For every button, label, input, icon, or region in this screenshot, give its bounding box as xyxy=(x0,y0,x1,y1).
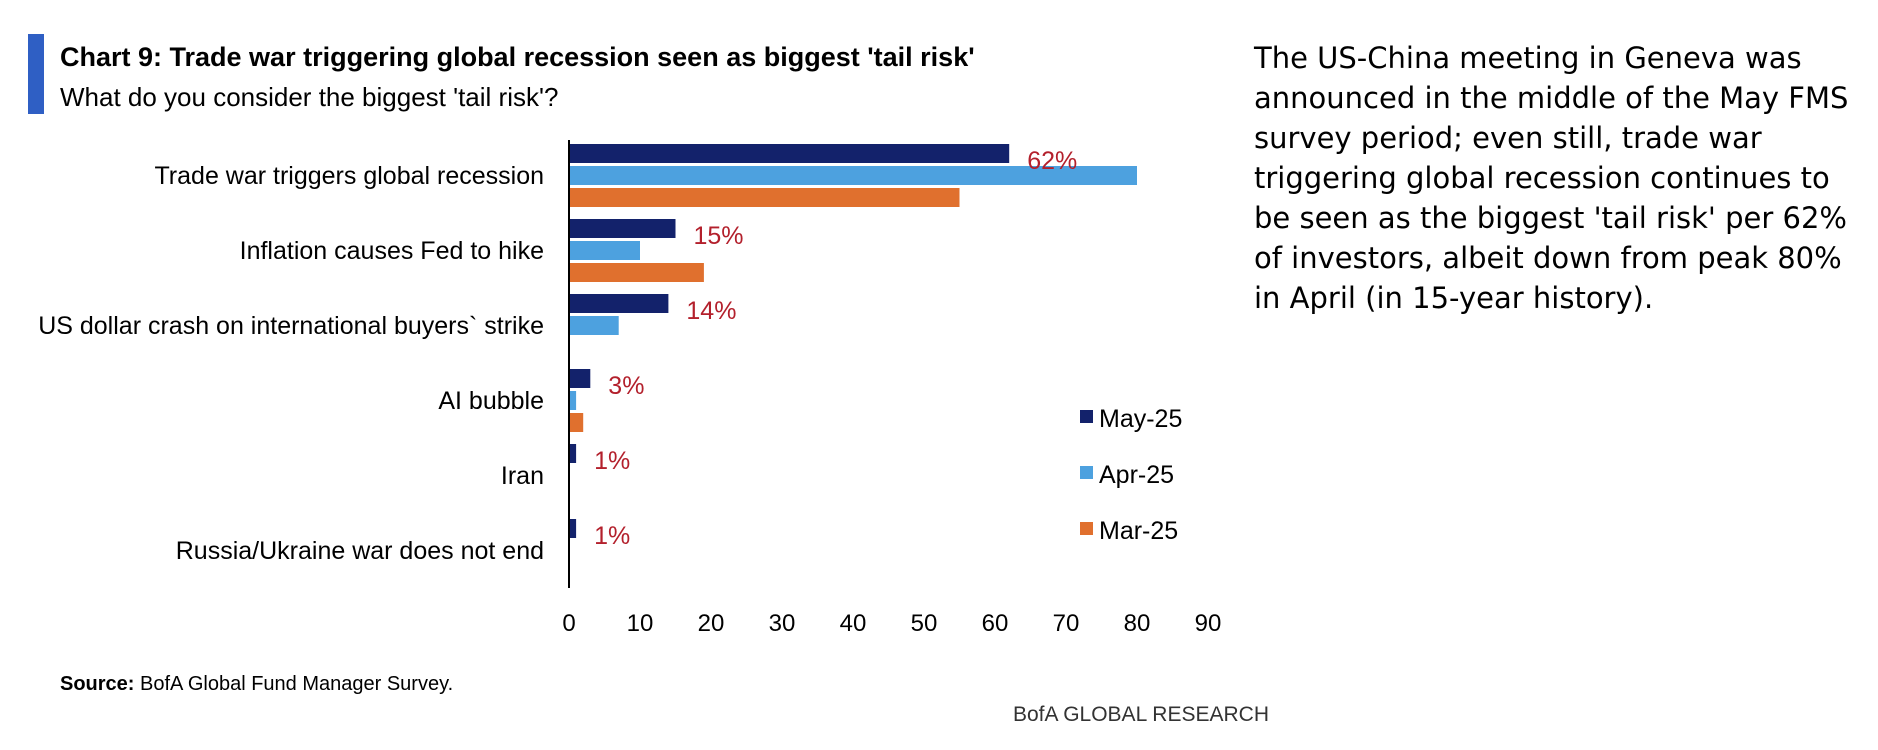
chart-subtitle: What do you consider the biggest 'tail r… xyxy=(60,82,559,112)
legend-label: May-25 xyxy=(1099,405,1182,433)
bar-may-25-3 xyxy=(569,369,591,388)
bar-may-25-1 xyxy=(569,219,676,238)
bar-may-25-5 xyxy=(569,519,577,538)
x-tick-label: 40 xyxy=(840,610,867,637)
bar-apr-25-2 xyxy=(569,316,619,335)
legend-label: Mar-25 xyxy=(1099,517,1178,545)
category-label: AI bubble xyxy=(438,387,544,415)
data-label: 1% xyxy=(594,522,630,550)
source-note: Source: BofA Global Fund Manager Survey. xyxy=(60,673,453,696)
x-tick-label: 80 xyxy=(1124,610,1151,637)
data-label: 3% xyxy=(608,372,644,400)
x-tick-label: 70 xyxy=(1053,610,1080,637)
data-label: 15% xyxy=(694,222,744,250)
bar-mar-25-0 xyxy=(569,188,960,207)
legend-label: Apr-25 xyxy=(1099,461,1174,489)
bar-mar-25-3 xyxy=(569,413,584,432)
x-tick-label: 10 xyxy=(627,610,654,637)
commentary-text: The US-China meeting in Geneva was annou… xyxy=(1254,41,1849,315)
bar-may-25-4 xyxy=(569,444,577,463)
category-label: Iran xyxy=(501,462,544,490)
x-tick-label: 30 xyxy=(769,610,796,637)
x-tick-label: 90 xyxy=(1195,610,1222,637)
bar-apr-25-3 xyxy=(569,391,577,410)
category-label: Inflation causes Fed to hike xyxy=(240,237,544,265)
bar-may-25-2 xyxy=(569,294,669,313)
source-text: BofA Global Fund Manager Survey. xyxy=(134,673,454,695)
x-tick-label: 50 xyxy=(911,610,938,637)
bar-apr-25-0 xyxy=(569,166,1137,185)
bar-chart: Trade war triggers global recession 62% In… xyxy=(38,140,1222,637)
data-label: 1% xyxy=(594,447,630,475)
title-accent-bar xyxy=(28,34,44,114)
bar-apr-25-1 xyxy=(569,241,640,260)
category-label: Trade war triggers global recession xyxy=(154,162,544,190)
bar-may-25-0 xyxy=(569,144,1010,163)
data-label: 14% xyxy=(686,297,736,325)
category-label: US dollar crash on international buyers`… xyxy=(38,312,544,340)
x-tick-label: 60 xyxy=(982,610,1009,637)
bar-mar-25-1 xyxy=(569,263,704,282)
chart-title: Chart 9: Trade war triggering global rec… xyxy=(60,42,975,72)
x-tick-label: 0 xyxy=(562,610,575,637)
legend-swatch-apr-25 xyxy=(1080,466,1093,479)
source-label: Source: xyxy=(60,673,135,695)
brand-footer: BofA GLOBAL RESEARCH xyxy=(1013,703,1269,726)
data-label: 62% xyxy=(1027,147,1077,175)
x-tick-label: 20 xyxy=(698,610,725,637)
legend-swatch-may-25 xyxy=(1080,410,1093,423)
category-label: Russia/Ukraine war does not end xyxy=(176,537,544,565)
legend-swatch-mar-25 xyxy=(1080,522,1093,535)
